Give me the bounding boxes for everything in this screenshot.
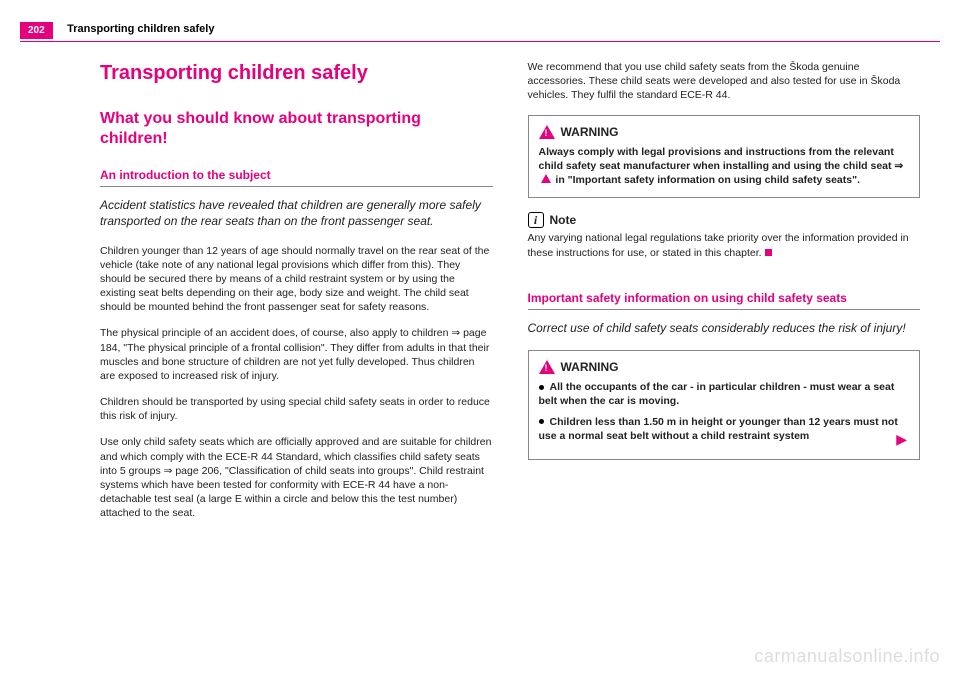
header-rule [20,41,940,42]
left-column: Transporting children safely What you sh… [100,60,493,643]
intro-summary: Correct use of child safety seats consid… [528,320,921,336]
running-header-title: Transporting children safely [67,23,214,35]
section-title: What you should know about transporting … [100,109,493,149]
page-header: 202 Transporting children safely [0,20,960,42]
warning-label: WARNING [561,124,619,140]
page-number-tab: 202 [20,22,53,39]
warning-bullet: All the occupants of the car - in partic… [539,380,910,408]
body-paragraph: Children younger than 12 years of age sh… [100,244,493,315]
body-paragraph: Use only child safety seats which are of… [100,435,493,520]
right-column: We recommend that you use child safety s… [528,60,921,643]
warning-header: WARNING [539,359,910,375]
info-icon: i [528,212,544,228]
end-of-section-icon [765,249,772,256]
warning-triangle-icon [541,174,551,183]
continued-arrow-icon: ▶ [896,430,907,449]
warning-triangle-icon [539,360,555,374]
intro-summary: Accident statistics have revealed that c… [100,197,493,229]
note-header: i Note [528,212,921,228]
note-text: Any varying national legal regulations t… [528,231,921,259]
warning-triangle-icon [539,125,555,139]
watermark: carmanualsonline.info [754,646,940,667]
bullet-icon [539,419,544,424]
body-paragraph: The physical principle of an accident do… [100,326,493,383]
subsection-safety-info-title: Important safety information on using ch… [528,290,921,310]
warning-label: WARNING [561,359,619,375]
page-content: Transporting children safely What you sh… [100,60,920,643]
subsection-intro-title: An introduction to the subject [100,167,493,187]
body-paragraph: Children should be transported by using … [100,395,493,423]
bullet-icon [539,385,544,390]
warning-header: WARNING [539,124,910,140]
note-label: Note [550,212,577,228]
body-paragraph: We recommend that you use child safety s… [528,60,921,103]
warning-box: WARNING All the occupants of the car - i… [528,350,921,460]
warning-box: WARNING Always comply with legal provisi… [528,115,921,199]
chapter-title: Transporting children safely [100,60,493,87]
warning-text: Always comply with legal provisions and … [539,146,904,186]
warning-bullet: Children less than 1.50 m in height or y… [539,415,910,443]
